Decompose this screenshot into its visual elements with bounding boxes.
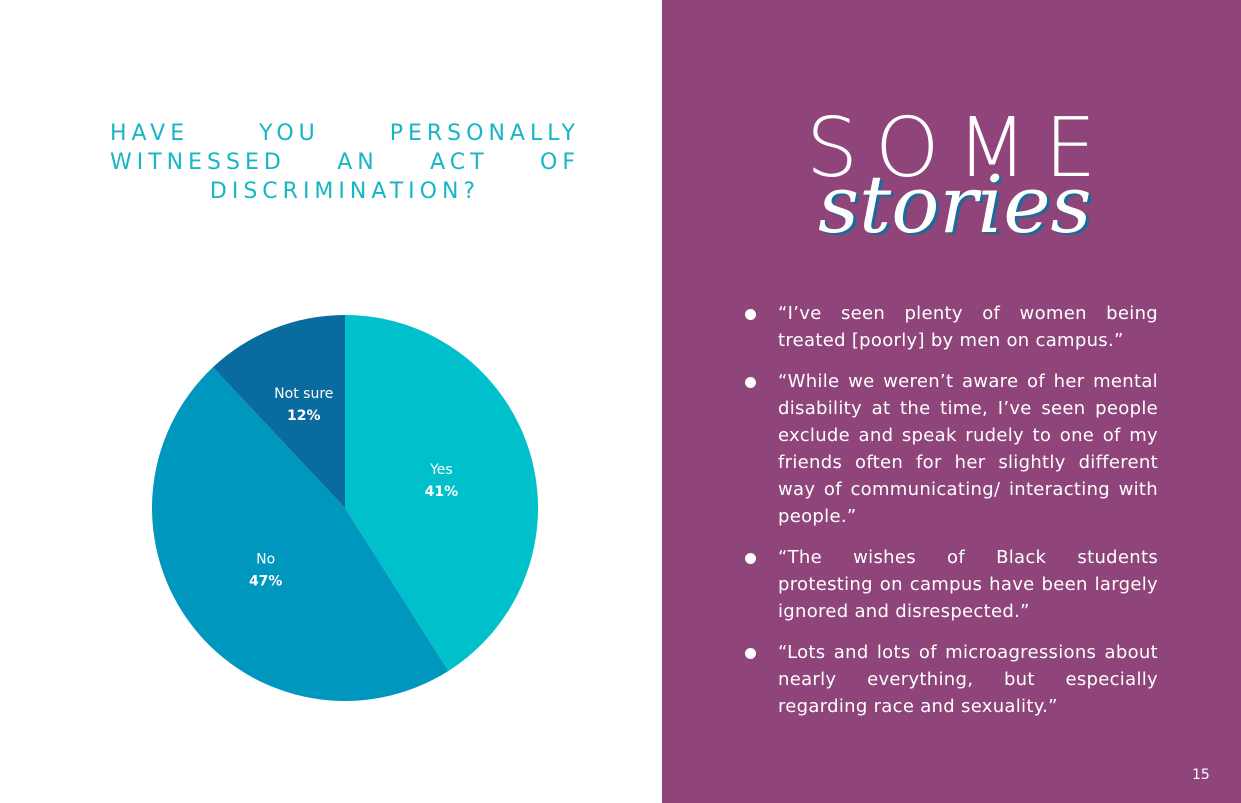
- heading-some: SOME: [806, 101, 1114, 196]
- story-item: “The wishes of Black students protesting…: [745, 544, 1158, 625]
- story-text: “I’ve seen plenty of women being treated…: [778, 303, 1158, 351]
- story-text: “Lots and lots of microagressions about …: [778, 642, 1158, 717]
- story-item: “While we weren’t aware of her mental di…: [745, 368, 1158, 530]
- bullet-icon: [745, 553, 756, 564]
- story-item: “Lots and lots of microagressions about …: [745, 639, 1158, 720]
- story-text: “The wishes of Black students protesting…: [778, 547, 1158, 622]
- question-line-1: HAVE YOU PERSONALLY: [110, 121, 580, 146]
- left-panel: HAVE YOU PERSONALLY WITNESSED AN ACT OF …: [110, 119, 580, 701]
- pie-slice-yes: [345, 315, 538, 671]
- question-line-2: WITNESSED AN ACT OF: [110, 150, 580, 175]
- slice-value-no: 47%: [249, 574, 283, 590]
- pie-chart: Yes 41% No 47% Not sure 12%: [151, 315, 538, 701]
- slice-label-no: No: [256, 552, 275, 568]
- bullet-icon: [745, 648, 756, 659]
- pie-slice-not-sure: [212, 315, 345, 508]
- slice-value-yes: 41%: [425, 484, 459, 500]
- page-number: 15: [1192, 767, 1210, 783]
- bullet-icon: [745, 309, 756, 320]
- slice-label-not-sure: Not sure: [274, 386, 333, 402]
- story-text: “While we weren’t aware of her mental di…: [778, 371, 1158, 527]
- heading-stories: stories: [818, 158, 1092, 251]
- bullet-icon: [745, 377, 756, 388]
- question-line-3: DISCRIMINATION?: [209, 179, 481, 204]
- slice-value-not-sure: 12%: [287, 408, 321, 424]
- right-panel: [662, 0, 1241, 803]
- story-item: “I’ve seen plenty of women being treated…: [745, 300, 1158, 354]
- stories-list: “I’ve seen plenty of women being treated…: [745, 300, 1158, 734]
- pie-slice-no: [151, 367, 449, 701]
- slice-label-yes: Yes: [429, 462, 453, 478]
- survey-question: HAVE YOU PERSONALLY WITNESSED AN ACT OF …: [110, 119, 580, 206]
